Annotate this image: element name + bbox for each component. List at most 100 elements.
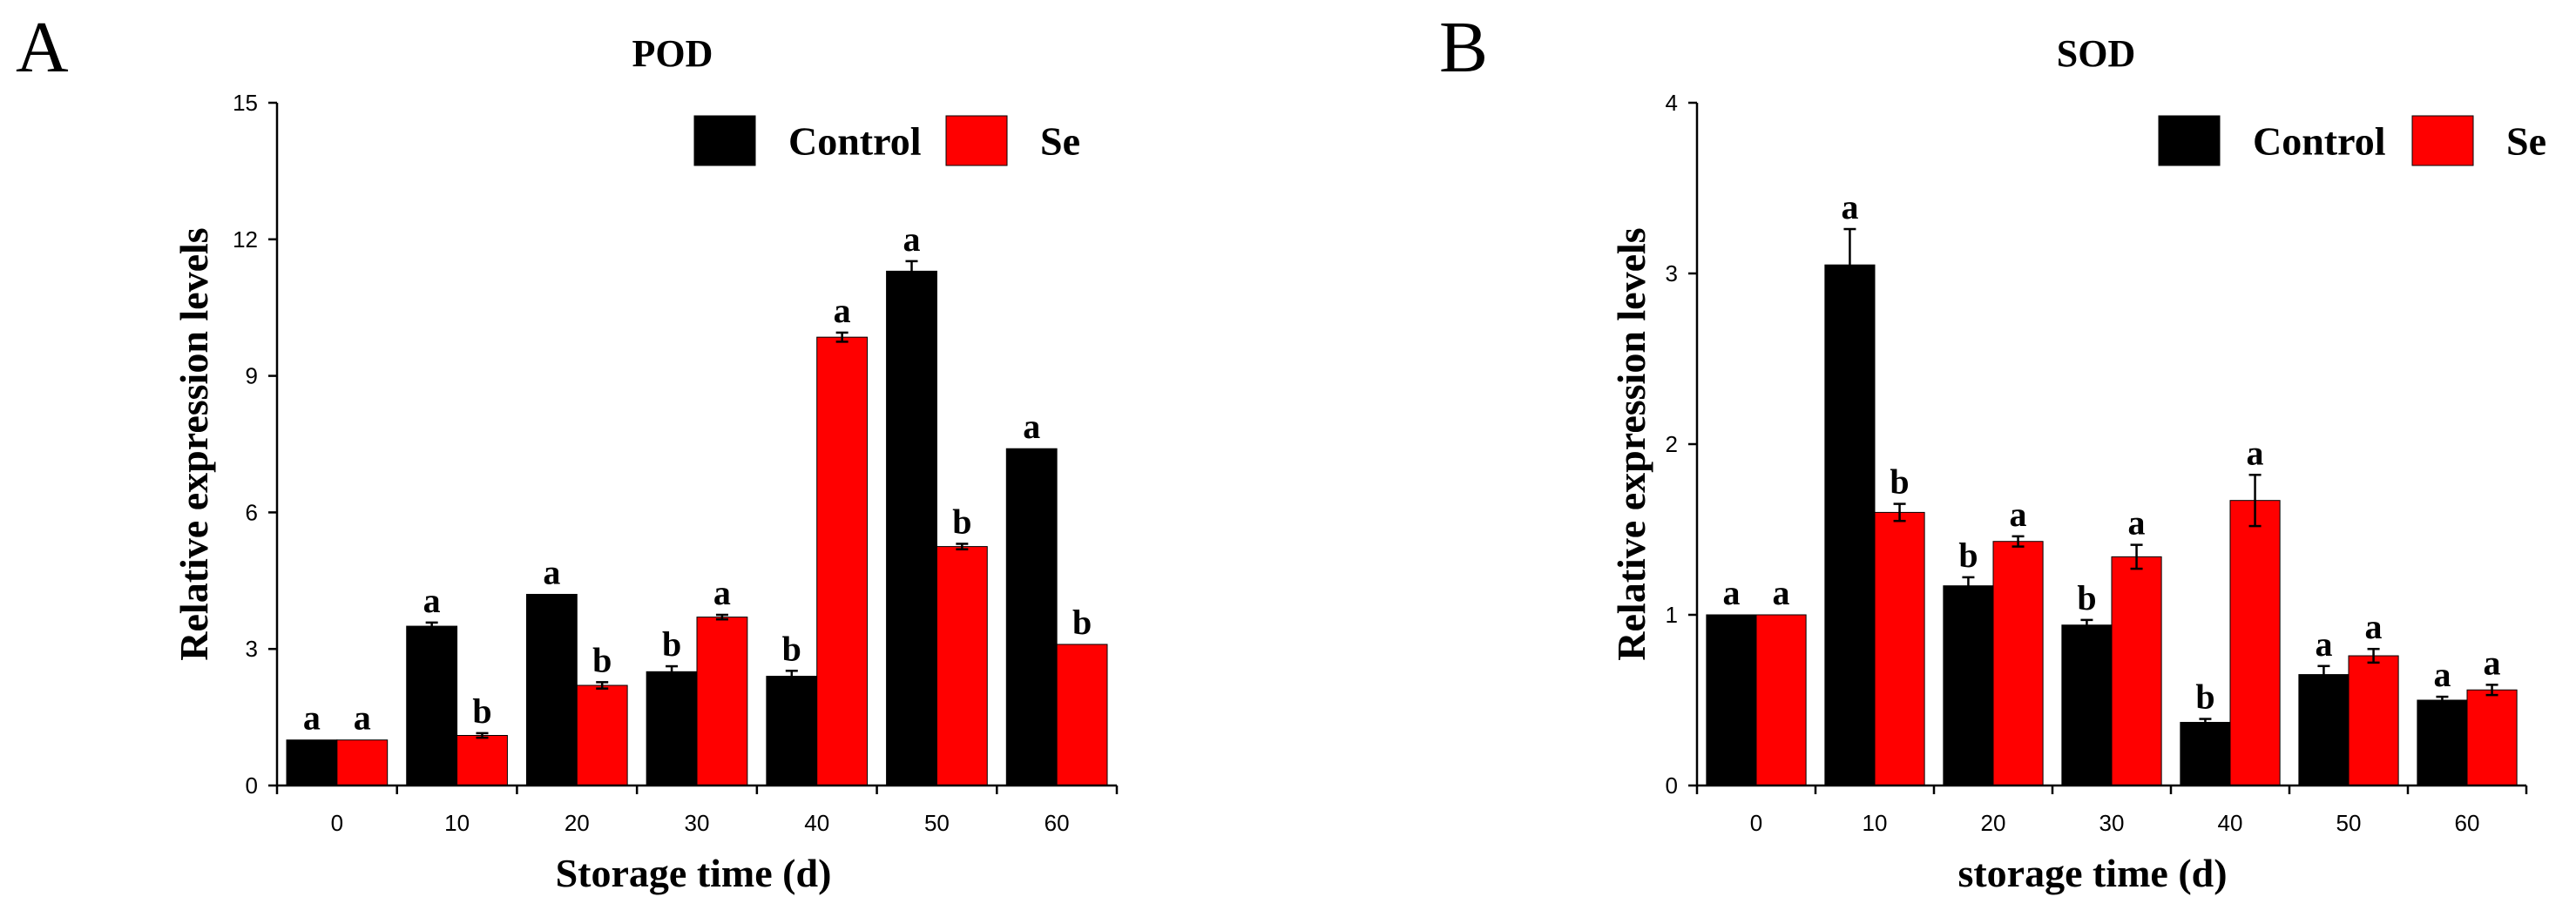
panel-label: B <box>1439 7 1488 88</box>
y-axis-label: Relative expression levels <box>172 227 216 660</box>
bar-se-0 <box>336 739 389 786</box>
bar-control-30 <box>646 671 698 786</box>
x-tick-label: 10 <box>444 810 470 836</box>
bar-se-40 <box>2229 500 2281 786</box>
bar-control-0 <box>286 739 338 786</box>
significance-letter: b <box>592 640 612 679</box>
x-tick-label: 30 <box>2099 810 2125 836</box>
bar-se-40 <box>816 336 869 786</box>
significance-letter: a <box>303 698 321 738</box>
bar-se-50 <box>2348 655 2399 786</box>
error-bar <box>956 543 969 550</box>
bar-control-10 <box>406 625 458 786</box>
error-bar <box>835 331 849 343</box>
legend: Control Se <box>693 115 1080 166</box>
y-tick-label: 12 <box>233 226 258 253</box>
significance-letter: b <box>2195 678 2214 717</box>
x-tick-label: 40 <box>804 810 829 836</box>
significance-letter: a <box>423 581 441 620</box>
bar-control-60 <box>1005 448 1058 786</box>
significance-letter: a <box>2433 655 2451 694</box>
bar-se-30 <box>696 617 748 786</box>
significance-letter: a <box>903 219 921 259</box>
error-bar <box>666 664 679 678</box>
significance-letter: b <box>782 629 801 668</box>
x-tick-label: 30 <box>685 810 710 836</box>
axes <box>275 103 1117 787</box>
bar-control-60 <box>2417 699 2468 786</box>
bar-se-0 <box>1755 614 1807 786</box>
bar-control-40 <box>766 676 818 786</box>
error-bar <box>2130 543 2143 570</box>
significance-letter: a <box>2247 433 2264 472</box>
x-tick-label: 10 <box>1863 810 1888 836</box>
significance-letter: a <box>543 552 560 591</box>
chart-panel-b: B SOD Relative expression levels storage ti… <box>1439 7 2546 895</box>
legend-label-control: Control <box>788 119 922 164</box>
error-bar <box>2248 474 2262 528</box>
legend-label-se: Se <box>1040 119 1080 164</box>
significance-letter: b <box>472 691 491 731</box>
error-bar <box>905 260 918 283</box>
bar-control-20 <box>1943 585 1994 786</box>
legend-label-control: Control <box>2253 119 2386 164</box>
x-tick-label: 20 <box>1981 810 2006 836</box>
significance-letter: a <box>713 573 731 612</box>
x-tick-label: 40 <box>2218 810 2243 836</box>
error-bar <box>1893 502 1906 523</box>
significance-letter: a <box>2365 607 2383 646</box>
significance-letter: a <box>2315 624 2332 664</box>
y-tick-label: 1 <box>1666 602 1678 628</box>
y-tick-label: 0 <box>1666 772 1678 799</box>
bar-se-60 <box>2466 689 2518 786</box>
error-bar <box>2199 718 2212 727</box>
significance-letter: a <box>1841 187 1858 226</box>
y-tick-label: 6 <box>246 499 258 525</box>
bar-se-10 <box>456 735 508 786</box>
bar-control-10 <box>1824 264 1876 786</box>
significance-letter: a <box>1773 573 1790 612</box>
bar-control-50 <box>2298 674 2350 786</box>
x-tick-label: 0 <box>331 810 343 836</box>
error-bar <box>476 732 489 739</box>
significance-letter: b <box>1890 462 1909 502</box>
significance-letter: a <box>1722 573 1740 612</box>
bar-se-20 <box>1992 541 2044 786</box>
bar-se-50 <box>936 546 988 786</box>
x-axis-label: storage time (d) <box>1957 851 2227 895</box>
x-tick-label: 60 <box>2455 810 2480 836</box>
error-bar <box>1843 227 1856 302</box>
error-bar <box>715 613 728 621</box>
y-axis-label: Relative expression levels <box>1609 227 1653 660</box>
chart-panel-a: A POD Relative expression levels Storage ti… <box>16 7 1119 895</box>
series-se: a b b a a b b <box>336 291 1108 786</box>
error-bar <box>2317 664 2330 684</box>
legend-swatch-se <box>2411 115 2474 166</box>
x-tick-label: 20 <box>565 810 590 836</box>
y-tick-label: 2 <box>1666 431 1678 457</box>
bar-se-60 <box>1056 644 1108 786</box>
legend: Control Se <box>2158 115 2546 166</box>
significance-letter: a <box>354 698 371 738</box>
significance-letter: b <box>952 502 971 541</box>
x-axis-label: Storage time (d) <box>556 851 832 895</box>
y-tick-label: 3 <box>1666 260 1678 287</box>
bar-control-20 <box>525 593 578 786</box>
y-tick-label: 3 <box>246 636 258 662</box>
error-bar <box>425 621 438 631</box>
significance-letter: a <box>2010 495 2027 534</box>
error-bar <box>2367 647 2380 664</box>
chart-title: POD <box>632 32 713 75</box>
error-bar <box>2436 695 2449 705</box>
legend-label-se: Se <box>2506 119 2546 164</box>
bar-se-10 <box>1874 511 1925 786</box>
legend-swatch-control <box>693 115 756 166</box>
legend-swatch-control <box>2158 115 2221 166</box>
panel-label: A <box>16 7 69 88</box>
error-bar <box>2485 684 2498 697</box>
bar-control-50 <box>886 270 937 786</box>
